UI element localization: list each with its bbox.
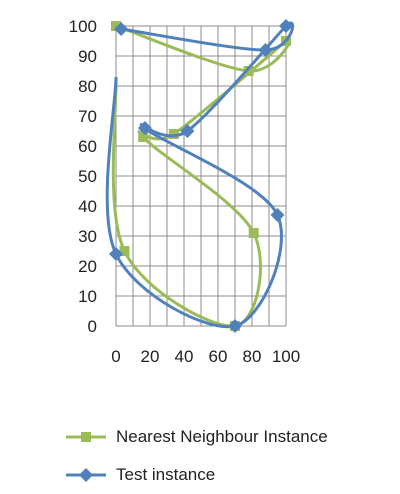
data-point bbox=[168, 129, 179, 139]
legend: Nearest Neighbour Instance Test instance bbox=[66, 418, 328, 494]
data-point bbox=[279, 19, 293, 33]
y-tick-label: 80 bbox=[78, 77, 97, 96]
x-tick-label: 20 bbox=[141, 347, 160, 366]
data-point bbox=[109, 247, 123, 261]
y-tick-label: 50 bbox=[78, 167, 97, 186]
data-point bbox=[270, 208, 285, 222]
y-tick-label: 10 bbox=[78, 287, 97, 306]
scatter-chart: 0 10 20 30 40 50 60 70 80 90 100 0 20 40 60 80 100 bbox=[69, 17, 301, 366]
y-tick-label: 40 bbox=[78, 197, 97, 216]
data-point bbox=[138, 132, 149, 142]
legend-item-test-instance: Test instance bbox=[66, 456, 328, 494]
y-tick-label: 60 bbox=[78, 137, 97, 156]
x-tick-label: 40 bbox=[175, 347, 194, 366]
y-tick-label: 20 bbox=[78, 257, 97, 276]
data-point bbox=[243, 66, 254, 76]
data-point bbox=[119, 246, 130, 256]
x-tick-label: 60 bbox=[209, 347, 228, 366]
tick-labels: 0 10 20 30 40 50 60 70 80 90 100 0 20 40 60 80 100 bbox=[69, 17, 301, 366]
legend-label-nearest-neighbour: Nearest Neighbour Instance bbox=[116, 427, 328, 446]
data-point bbox=[180, 124, 195, 138]
data-point bbox=[248, 228, 259, 238]
legend-item-nearest-neighbour: Nearest Neighbour Instance bbox=[66, 418, 328, 456]
gridlines bbox=[115, 25, 287, 327]
legend-swatch-test-instance bbox=[66, 468, 106, 482]
y-tick-label: 0 bbox=[88, 317, 97, 336]
series-layer bbox=[105, 19, 295, 333]
y-tick-label: 30 bbox=[78, 227, 97, 246]
y-tick-label: 90 bbox=[78, 47, 97, 66]
series-line bbox=[111, 24, 292, 328]
x-tick-label: 80 bbox=[243, 347, 262, 366]
legend-label-test-instance: Test instance bbox=[116, 465, 216, 484]
y-tick-label: 100 bbox=[69, 17, 97, 36]
legend-swatch-nearest-neighbour bbox=[66, 432, 106, 442]
x-tick-label: 100 bbox=[272, 347, 300, 366]
series-line bbox=[105, 21, 295, 329]
x-tick-label: 0 bbox=[111, 347, 120, 366]
data-point bbox=[111, 21, 121, 31]
data-point bbox=[258, 43, 273, 57]
y-tick-label: 70 bbox=[78, 107, 97, 126]
series-1 bbox=[105, 19, 295, 333]
data-point bbox=[228, 319, 242, 333]
data-point bbox=[137, 121, 152, 135]
data-point bbox=[114, 22, 129, 36]
